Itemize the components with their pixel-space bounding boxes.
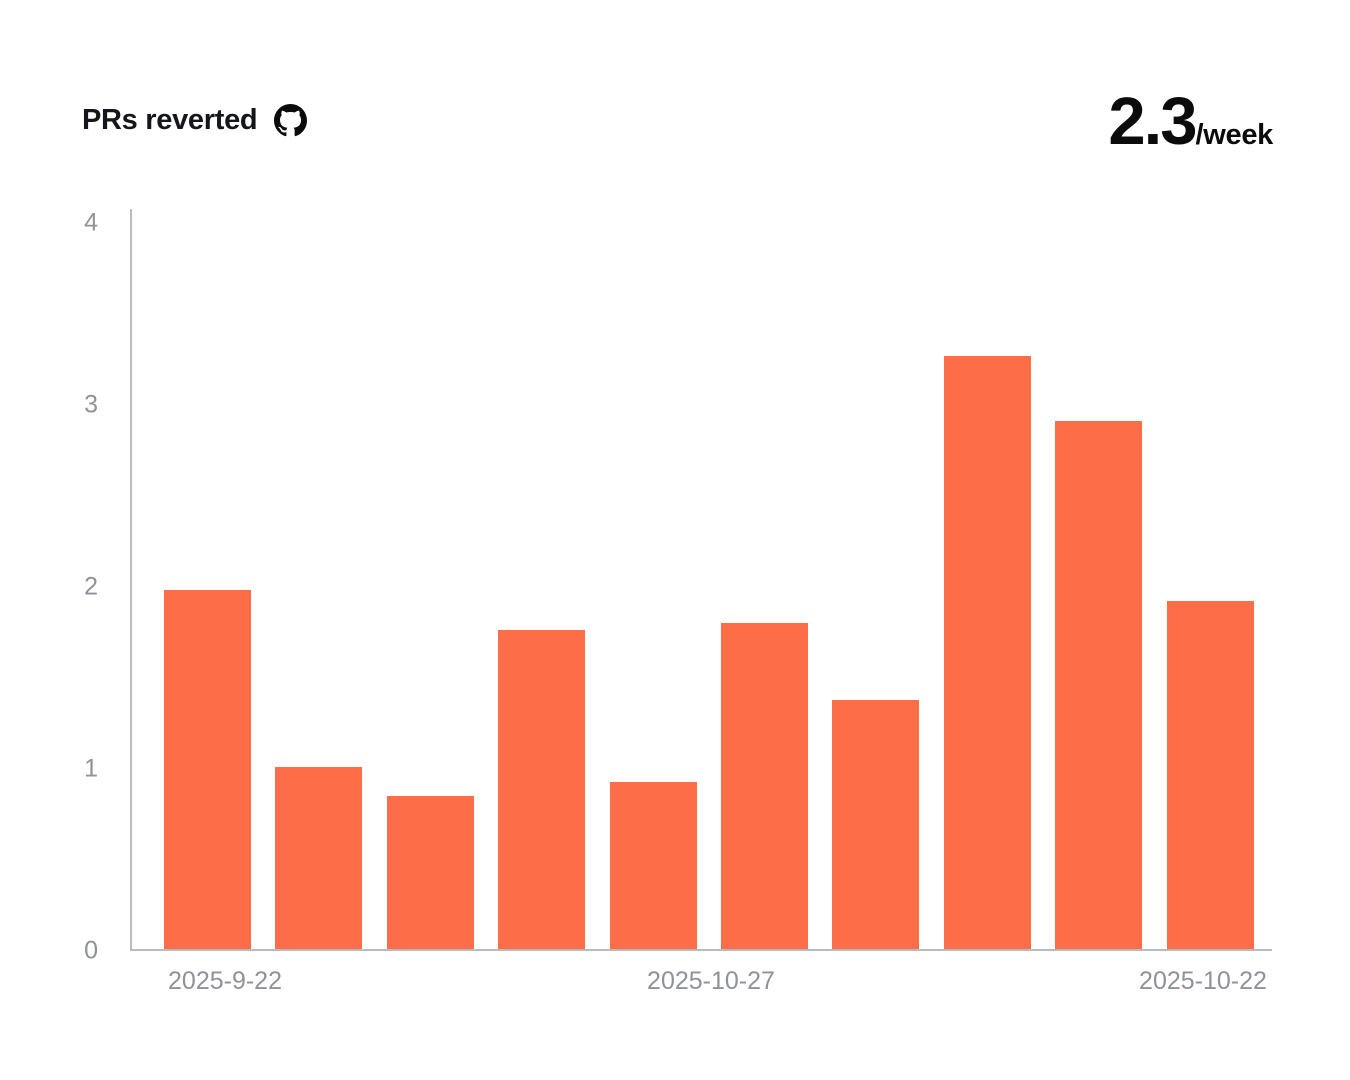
chart-header: PRs reverted	[82, 104, 308, 137]
bar[interactable]	[609, 782, 697, 949]
y-axis-tick-label: 1	[84, 754, 98, 783]
y-axis-tick-label: 2	[84, 572, 98, 601]
bar[interactable]	[721, 623, 808, 949]
bar[interactable]	[832, 700, 920, 949]
github-icon	[274, 104, 308, 137]
bar[interactable]	[1055, 421, 1143, 949]
page-title: PRs reverted	[82, 104, 258, 136]
x-axis-tick-label: 2025-10-27	[647, 967, 775, 995]
bar[interactable]	[386, 796, 474, 949]
x-axis-tick-label: 2025-10-22	[1139, 967, 1267, 995]
x-axis-tick-label: 2025-9-22	[168, 967, 282, 995]
bar[interactable]	[498, 630, 586, 949]
metric-unit: /week	[1195, 119, 1274, 151]
metric-value: 2.3	[1108, 84, 1197, 159]
y-axis-tick-label: 0	[84, 936, 98, 965]
plot-area	[130, 209, 1272, 951]
metric: 2.3 /week	[1108, 88, 1273, 155]
y-axis-tick-label: 4	[84, 208, 98, 237]
bar[interactable]	[1166, 601, 1254, 949]
y-axis-tick-label: 3	[84, 390, 98, 419]
bar[interactable]	[943, 356, 1031, 949]
bar[interactable]	[164, 590, 251, 949]
bar[interactable]	[275, 767, 363, 949]
